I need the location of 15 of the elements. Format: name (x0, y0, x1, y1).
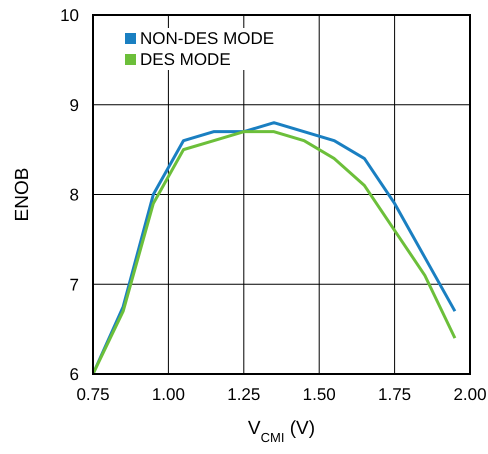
legend-label: DES MODE (140, 49, 231, 70)
y-tick-label: 6 (70, 365, 79, 384)
x-tick-label: 1.25 (227, 385, 260, 404)
x-axis-title: V$_{CMI}$ (V) (248, 418, 316, 444)
y-tick-label: 9 (70, 96, 79, 115)
x-tick-label: 0.75 (76, 385, 110, 404)
x-tick-label: 1.00 (152, 385, 185, 404)
x-tick-label: 1.50 (302, 385, 336, 404)
y-tick-label: 7 (70, 275, 79, 294)
y-tick-label: 10 (60, 6, 79, 26)
x-tick-label: 1.75 (378, 385, 412, 404)
y-axis-title: ENOB (12, 168, 33, 222)
y-tick-label: 8 (70, 186, 79, 205)
legend-label: NON-DES MODE (140, 28, 274, 49)
x-tick-label: 2.00 (453, 385, 487, 404)
